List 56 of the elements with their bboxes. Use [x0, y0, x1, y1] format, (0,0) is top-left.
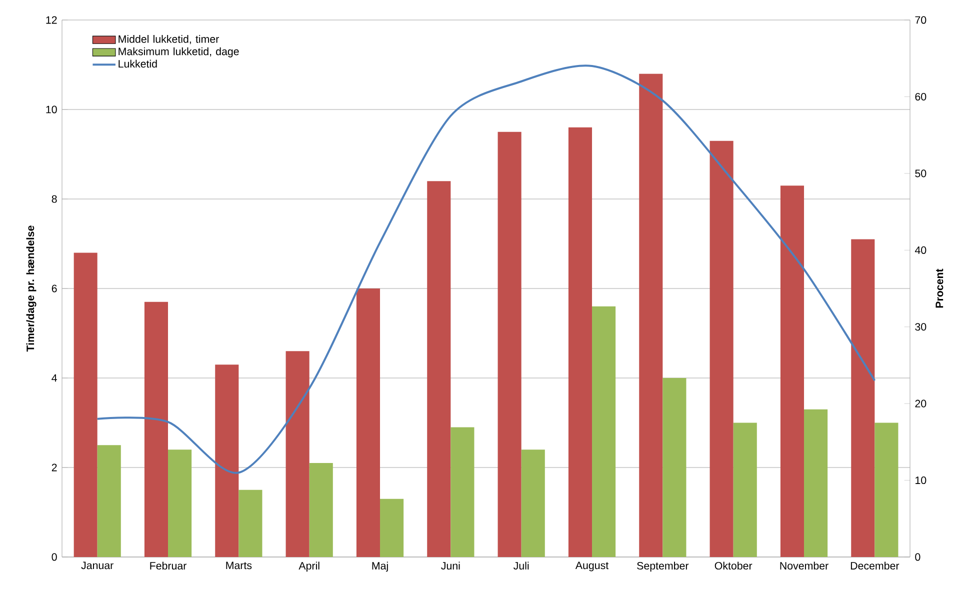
bar — [521, 450, 545, 557]
bar — [356, 288, 380, 557]
bar — [568, 127, 592, 557]
y2-tick-label: 10 — [916, 476, 926, 484]
x-tick-label: Marts — [226, 562, 252, 570]
y-axis-title: Timer/dage pr. hændelse — [26, 226, 36, 352]
y2-tick-label: 0 — [915, 553, 920, 561]
bar — [286, 351, 310, 557]
y-tick-label: 6 — [52, 284, 57, 292]
y2-tick-label: 40 — [914, 246, 926, 254]
bar — [238, 490, 262, 557]
bar — [851, 239, 875, 557]
x-tick-label: April — [298, 562, 320, 572]
bar — [427, 181, 451, 557]
bar — [804, 409, 828, 557]
x-tick-label: Maj — [372, 562, 388, 572]
x-tick-label: Januar — [81, 562, 114, 570]
y-tick-label: 12 — [46, 16, 57, 24]
bar — [74, 252, 98, 557]
x-tick-label: August — [575, 562, 609, 572]
bar — [309, 463, 333, 557]
legend-label: Middel lukketid, timer — [118, 35, 219, 44]
y2-tick-label: 30 — [915, 323, 926, 331]
bar — [874, 422, 898, 557]
bar — [498, 132, 522, 557]
y2-tick-label: 50 — [915, 170, 926, 178]
y-tick-label: 2 — [52, 464, 57, 472]
y-tick-label: 8 — [52, 195, 57, 203]
bar — [450, 427, 474, 557]
bar — [780, 186, 804, 557]
legend-label: Lukketid — [118, 60, 157, 68]
bar — [168, 450, 192, 557]
y2-tick-label: 70 — [915, 16, 926, 24]
bar — [144, 302, 168, 557]
x-tick-label: Juli — [514, 562, 529, 570]
x-tick-label: Februar — [150, 562, 186, 570]
y2-tick-label: 60 — [915, 92, 926, 100]
x-tick-label: Oktober — [714, 562, 752, 570]
bar — [592, 306, 616, 557]
x-tick-label: Juni — [441, 562, 460, 570]
x-tick-label: November — [780, 562, 828, 570]
legend-label: Maksimum lukketid, dage — [118, 47, 239, 58]
y-tick-label: 10 — [46, 106, 57, 114]
bar — [215, 364, 239, 557]
y2-tick-label: 20 — [915, 400, 926, 408]
bar — [710, 140, 734, 557]
y-tick-label: 4 — [52, 374, 57, 382]
bar — [639, 74, 663, 557]
y-tick-label: 0 — [52, 553, 57, 561]
x-tick-label: September — [637, 562, 689, 572]
bar — [733, 422, 757, 557]
bar — [97, 445, 121, 557]
bar — [662, 378, 686, 557]
x-tick-label: December — [850, 562, 900, 570]
bar — [380, 498, 404, 557]
y2-axis-title: Procent — [936, 268, 944, 308]
